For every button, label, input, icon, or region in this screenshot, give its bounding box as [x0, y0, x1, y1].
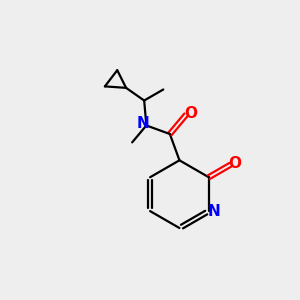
Text: N: N — [136, 116, 149, 131]
Text: O: O — [228, 156, 242, 171]
Text: N: N — [208, 204, 220, 219]
Text: O: O — [184, 106, 197, 121]
